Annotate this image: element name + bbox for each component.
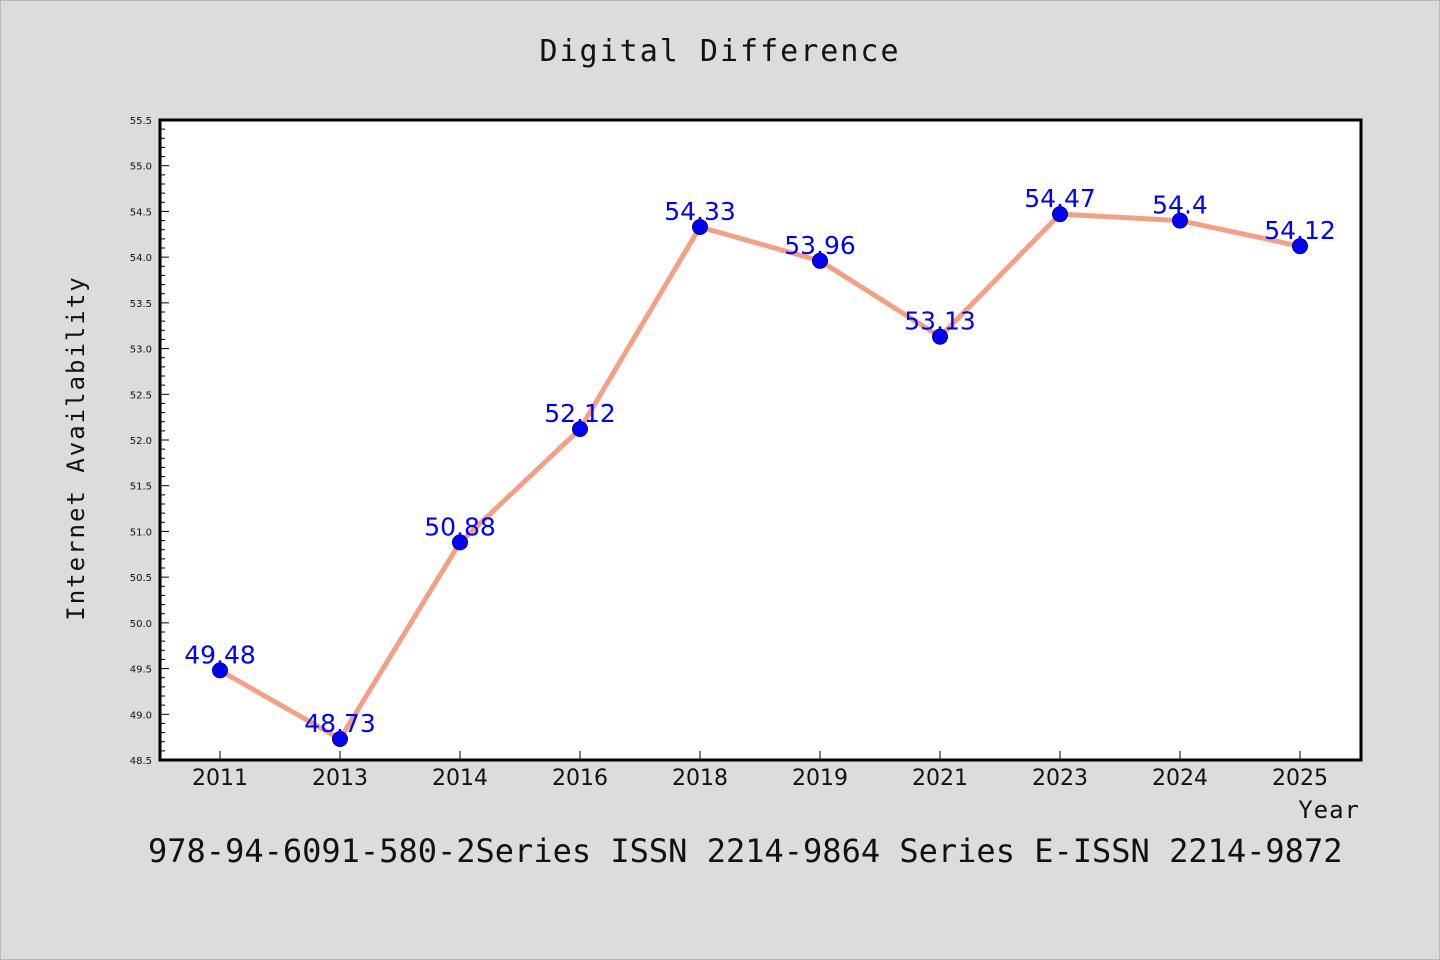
- y-tick-label: 53.0: [130, 345, 152, 356]
- data-point: [1052, 206, 1068, 223]
- y-tick-label: 50.5: [130, 573, 152, 584]
- y-tick-label: 53.5: [130, 299, 152, 310]
- data-label: 53.96: [784, 231, 856, 260]
- data-label: 54.47: [1024, 184, 1096, 213]
- x-tick-label: 2025: [1272, 766, 1328, 791]
- x-tick-label: 2021: [912, 766, 968, 791]
- data-label: 54.12: [1264, 216, 1336, 245]
- x-tick-label: 2011: [192, 766, 248, 791]
- data-label: 49.48: [184, 640, 256, 669]
- y-tick-label: 51.0: [130, 527, 152, 538]
- y-tick-label: 49.0: [130, 710, 152, 721]
- y-tick-label: 48.5: [130, 756, 152, 767]
- data-label: 54.33: [664, 197, 736, 226]
- data-labels: 49.48 48.73 50.88 52.12 54.33 53.96 53.13 54.47…: [184, 184, 1336, 738]
- x-tick-label: 2013: [312, 766, 368, 791]
- y-tick-label: 52.5: [130, 390, 152, 401]
- plot-border: [158, 118, 1363, 762]
- x-axis-label: Year: [1298, 796, 1360, 824]
- plot-area: [160, 120, 1361, 760]
- footer-note: 978-94-6091-580-2Series ISSN 2214-9864 S…: [148, 832, 1343, 870]
- y-axis-ticks: 48.5 49.0 49.5 50.0 50.5 51.0 51.5 52.0 52.5 53.0…: [130, 116, 169, 767]
- x-tick-label: 2014: [432, 766, 488, 791]
- data-label: 53.13: [904, 307, 976, 336]
- y-tick-label: 55.0: [130, 162, 152, 173]
- y-tick-label: 50.0: [130, 619, 152, 630]
- data-point: [572, 421, 588, 438]
- y-tick-label: 55.5: [130, 116, 152, 127]
- data-point: [212, 662, 228, 679]
- chart-title: Digital Difference: [539, 34, 901, 69]
- y-tick-label: 52.0: [130, 436, 152, 447]
- data-point: [452, 534, 468, 551]
- x-tick-label: 2018: [672, 766, 728, 791]
- y-tick-label: 49.5: [130, 665, 152, 676]
- data-label: 52.12: [544, 399, 616, 428]
- data-points: [212, 206, 1308, 747]
- y-tick-label: 54.0: [130, 253, 152, 264]
- x-tick-label: 2023: [1032, 766, 1088, 791]
- data-label: 50.88: [424, 512, 496, 541]
- y-tick-label: 51.5: [130, 482, 152, 493]
- data-point: [332, 730, 348, 747]
- data-point: [932, 328, 948, 345]
- data-label: 48.73: [304, 709, 376, 738]
- x-tick-label: 2019: [792, 766, 848, 791]
- data-point: [692, 218, 708, 235]
- x-tick-label: 2024: [1152, 766, 1208, 791]
- data-point: [812, 252, 828, 269]
- y-tick-label: 54.5: [130, 207, 152, 218]
- x-axis-ticks: 2011 2013 2014 2016 2018 2019 2021 2023 2024 2025: [192, 751, 1328, 791]
- data-label: 54.4: [1152, 191, 1208, 220]
- x-tick-label: 2016: [552, 766, 608, 791]
- data-point: [1292, 238, 1308, 255]
- series-line: [218, 211, 1301, 742]
- data-point: [1172, 212, 1188, 229]
